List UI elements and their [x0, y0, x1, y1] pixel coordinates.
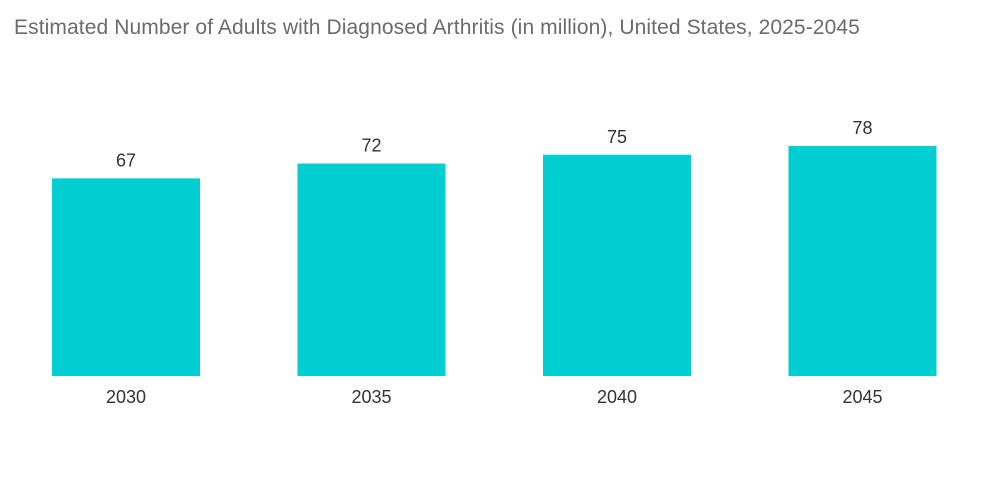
x-tick-label-2040: 2040: [597, 387, 637, 407]
chart-title: Estimated Number of Adults with Diagnose…: [14, 16, 860, 39]
x-tick-label-2045: 2045: [842, 387, 882, 407]
value-label-2035: 72: [361, 136, 381, 156]
bar-2035: [297, 163, 446, 376]
value-label-2030: 67: [116, 150, 136, 170]
value-label-2040: 75: [607, 127, 627, 147]
x-tick-label-2035: 2035: [351, 387, 391, 407]
bar-2045: [788, 145, 937, 376]
value-label-2045: 78: [852, 118, 872, 138]
bar-2040: [543, 154, 691, 376]
x-tick-label-2030: 2030: [106, 387, 146, 407]
bar-2030: [52, 178, 200, 376]
value-labels-layer: 67 72 75 78: [116, 118, 873, 170]
x-axis-tick-labels: 2030 2035 2040 2045: [106, 387, 883, 407]
bars-layer: [52, 145, 937, 376]
